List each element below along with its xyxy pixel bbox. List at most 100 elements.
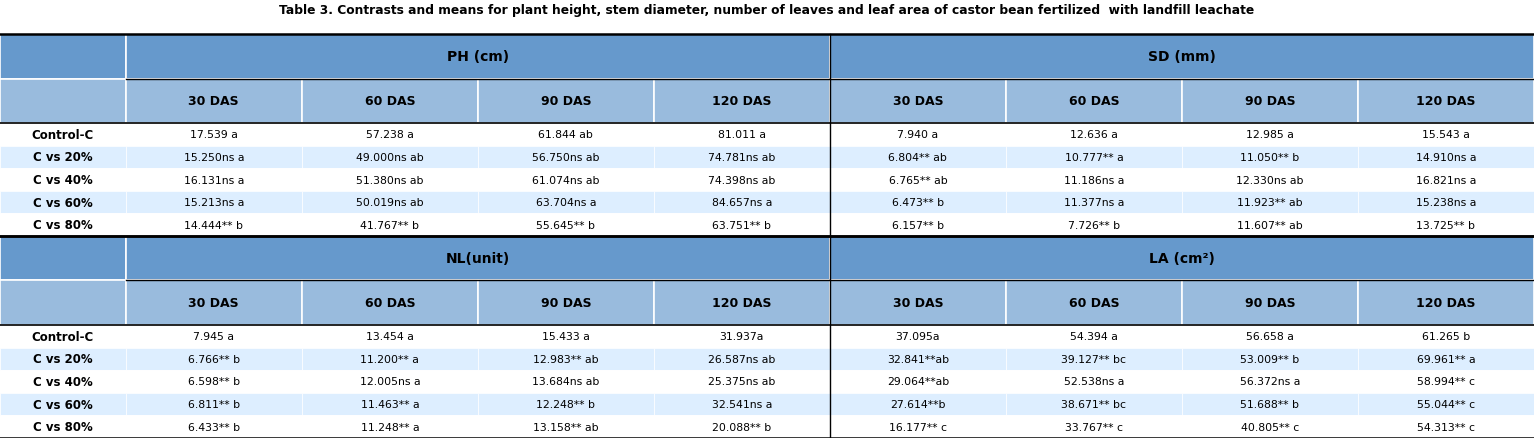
Bar	[1006, 325, 1181, 348]
Text: LA (cm²): LA (cm²)	[1149, 252, 1215, 266]
Text: 11.923** ab: 11.923** ab	[1236, 198, 1302, 208]
Bar	[0, 237, 126, 281]
Text: 120 DAS: 120 DAS	[712, 95, 772, 108]
Text: 51.380ns ab: 51.380ns ab	[356, 175, 423, 185]
Text: 13.454 a: 13.454 a	[367, 332, 414, 342]
Text: 15.250ns a: 15.250ns a	[184, 152, 244, 162]
Text: 15.238ns a: 15.238ns a	[1416, 198, 1476, 208]
Text: C vs 20%: C vs 20%	[34, 151, 92, 164]
Text: 55.645** b: 55.645** b	[537, 220, 595, 230]
Text: 7.940 a: 7.940 a	[897, 130, 939, 140]
Bar	[830, 325, 1006, 348]
Text: 16.131ns a: 16.131ns a	[184, 175, 244, 185]
Text: 15.213ns a: 15.213ns a	[184, 198, 244, 208]
Bar	[653, 281, 830, 325]
Bar	[302, 169, 479, 191]
Bar	[1358, 79, 1534, 124]
Text: 54.394 a: 54.394 a	[1071, 332, 1118, 342]
Bar	[1006, 370, 1181, 393]
Bar	[830, 237, 1534, 281]
Text: 12.983** ab: 12.983** ab	[532, 354, 598, 364]
Bar	[479, 325, 653, 348]
Bar	[479, 169, 653, 191]
Bar	[479, 214, 653, 237]
Text: 57.238 a: 57.238 a	[367, 130, 414, 140]
Bar	[479, 79, 653, 124]
Text: 6.157** b: 6.157** b	[891, 220, 943, 230]
Bar	[126, 169, 302, 191]
Bar	[653, 415, 830, 438]
Text: 11.248** a: 11.248** a	[360, 422, 419, 432]
Bar	[0, 214, 126, 237]
Bar	[126, 393, 302, 415]
Bar	[653, 348, 830, 370]
Bar	[0, 281, 126, 325]
Bar	[0, 79, 126, 124]
Bar	[830, 393, 1006, 415]
Bar	[653, 191, 830, 214]
Bar	[830, 169, 1006, 191]
Text: 11.463** a: 11.463** a	[360, 399, 419, 409]
Bar	[126, 370, 302, 393]
Bar	[126, 146, 302, 169]
Text: 30 DAS: 30 DAS	[893, 95, 943, 108]
Text: 13.725** b: 13.725** b	[1416, 220, 1476, 230]
Text: 69.961** a: 69.961** a	[1417, 354, 1476, 364]
Bar	[1358, 370, 1534, 393]
Text: 55.044** c: 55.044** c	[1417, 399, 1476, 409]
Bar	[653, 393, 830, 415]
Bar	[1358, 325, 1534, 348]
Text: NL(unit): NL(unit)	[446, 252, 509, 266]
Text: C vs 20%: C vs 20%	[34, 353, 92, 365]
Bar	[1181, 146, 1358, 169]
Text: 53.009** b: 53.009** b	[1241, 354, 1299, 364]
Text: 7.726** b: 7.726** b	[1068, 220, 1120, 230]
Text: 13.158** ab: 13.158** ab	[532, 422, 598, 432]
Text: 60 DAS: 60 DAS	[365, 95, 416, 108]
Text: 120 DAS: 120 DAS	[712, 297, 772, 310]
Bar	[830, 146, 1006, 169]
Text: 60 DAS: 60 DAS	[365, 297, 416, 310]
Bar	[653, 146, 830, 169]
Text: 12.330ns ab: 12.330ns ab	[1236, 175, 1304, 185]
Text: 37.095a: 37.095a	[896, 332, 940, 342]
Bar	[479, 281, 653, 325]
Text: 14.910ns a: 14.910ns a	[1416, 152, 1476, 162]
Bar	[830, 281, 1006, 325]
Bar	[1358, 415, 1534, 438]
Text: 13.684ns ab: 13.684ns ab	[532, 377, 600, 387]
Bar	[126, 79, 302, 124]
Text: SD (mm): SD (mm)	[1147, 50, 1216, 64]
Bar	[302, 214, 479, 237]
Text: 61.265 b: 61.265 b	[1422, 332, 1470, 342]
Text: 6.598** b: 6.598** b	[187, 377, 239, 387]
Bar	[1006, 191, 1181, 214]
Text: 6.473** b: 6.473** b	[891, 198, 943, 208]
Text: 10.777** a: 10.777** a	[1065, 152, 1123, 162]
Text: 11.186ns a: 11.186ns a	[1063, 175, 1124, 185]
Text: 32.541ns a: 32.541ns a	[712, 399, 772, 409]
Text: Control-C: Control-C	[32, 330, 94, 343]
Bar	[0, 348, 126, 370]
Text: 120 DAS: 120 DAS	[1416, 297, 1476, 310]
Bar	[0, 325, 126, 348]
Text: 6.766** b: 6.766** b	[187, 354, 239, 364]
Text: 74.398ns ab: 74.398ns ab	[709, 175, 776, 185]
Bar	[479, 146, 653, 169]
Bar	[126, 348, 302, 370]
Text: 90 DAS: 90 DAS	[540, 95, 591, 108]
Bar	[0, 191, 126, 214]
Text: 120 DAS: 120 DAS	[1416, 95, 1476, 108]
Text: 63.704ns a: 63.704ns a	[535, 198, 597, 208]
Bar	[830, 415, 1006, 438]
Bar	[302, 191, 479, 214]
Text: C vs 40%: C vs 40%	[34, 173, 92, 187]
Text: 16.177** c: 16.177** c	[888, 422, 946, 432]
Text: 12.248** b: 12.248** b	[537, 399, 595, 409]
Bar	[1358, 124, 1534, 146]
Text: 30 DAS: 30 DAS	[189, 297, 239, 310]
Bar	[830, 191, 1006, 214]
Text: C vs 80%: C vs 80%	[34, 219, 92, 232]
Bar	[1358, 214, 1534, 237]
Text: 60 DAS: 60 DAS	[1069, 95, 1120, 108]
